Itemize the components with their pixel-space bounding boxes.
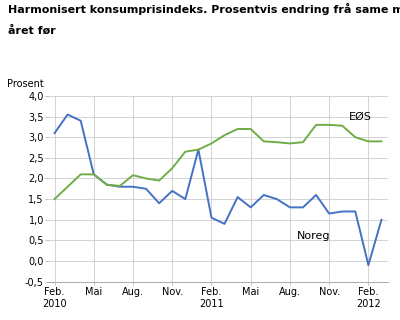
Text: EØS: EØS [349,112,372,122]
Text: Prosent: Prosent [7,79,44,89]
Text: året før: året før [8,26,56,36]
Text: Noreg: Noreg [296,231,330,241]
Text: Harmonisert konsumprisindeks. Prosentvis endring frå same månad: Harmonisert konsumprisindeks. Prosentvis… [8,3,400,15]
